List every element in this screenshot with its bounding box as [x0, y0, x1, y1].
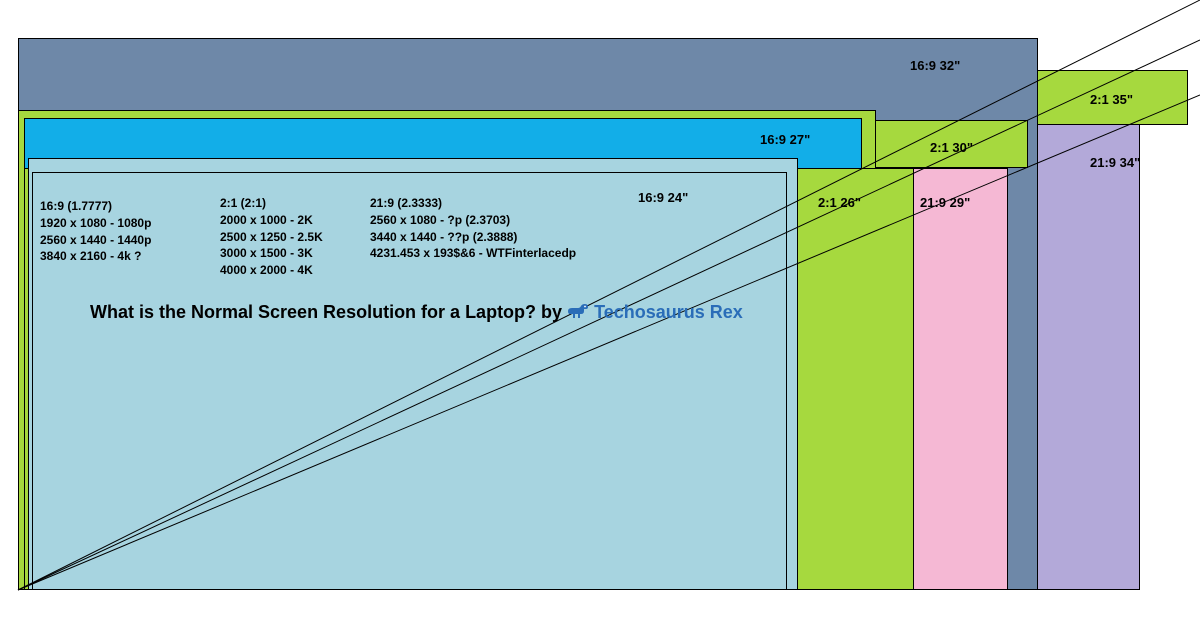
info-block-16-9: 16:9 (1.7777) 1920 x 1080 - 1080p 2560 x… [40, 198, 151, 265]
label-purple-34: 21:9 34" [1090, 155, 1140, 170]
label-pink-29: 21:9 29" [920, 195, 970, 210]
info-line: 3000 x 1500 - 3K [220, 245, 323, 262]
info-line: 4000 x 2000 - 4K [220, 262, 323, 279]
info-line: 3840 x 2160 - 4k ? [40, 248, 151, 265]
brand-text: Techosaurus Rex [594, 302, 743, 323]
label-ltblue-24: 16:9 24" [638, 190, 688, 205]
dino-icon [566, 300, 590, 324]
info-line: 3440 x 1440 - ??p (2.3888) [370, 229, 576, 246]
info-block-21-9: 21:9 (2.3333) 2560 x 1080 - ?p (2.3703) … [370, 195, 576, 262]
label-green-35: 2:1 35" [1090, 92, 1133, 107]
info-header: 2:1 (2:1) [220, 195, 323, 212]
info-line: 2560 x 1440 - 1440p [40, 232, 151, 249]
label-blue-27: 16:9 27" [760, 132, 810, 147]
info-block-2-1: 2:1 (2:1) 2000 x 1000 - 2K 2500 x 1250 -… [220, 195, 323, 279]
label-green-26: 2:1 26" [818, 195, 861, 210]
info-line: 1920 x 1080 - 1080p [40, 215, 151, 232]
info-line: 4231.453 x 193$&6 - WTFinterlacedp [370, 245, 576, 262]
label-green-30: 2:1 30" [930, 140, 973, 155]
info-line: 2560 x 1080 - ?p (2.3703) [370, 212, 576, 229]
info-header: 16:9 (1.7777) [40, 198, 151, 215]
info-header: 21:9 (2.3333) [370, 195, 576, 212]
diagram-canvas: 21:9 34" 2:1 35" 16:9 32" 21:9 29" 2:1 30" 16… [0, 0, 1200, 631]
title-text: What is the Normal Screen Resolution for… [90, 302, 562, 323]
title-row: What is the Normal Screen Resolution for… [90, 300, 743, 324]
info-line: 2000 x 1000 - 2K [220, 212, 323, 229]
info-line: 2500 x 1250 - 2.5K [220, 229, 323, 246]
label-slate-32: 16:9 32" [910, 58, 960, 73]
brand: Techosaurus Rex [566, 300, 743, 324]
